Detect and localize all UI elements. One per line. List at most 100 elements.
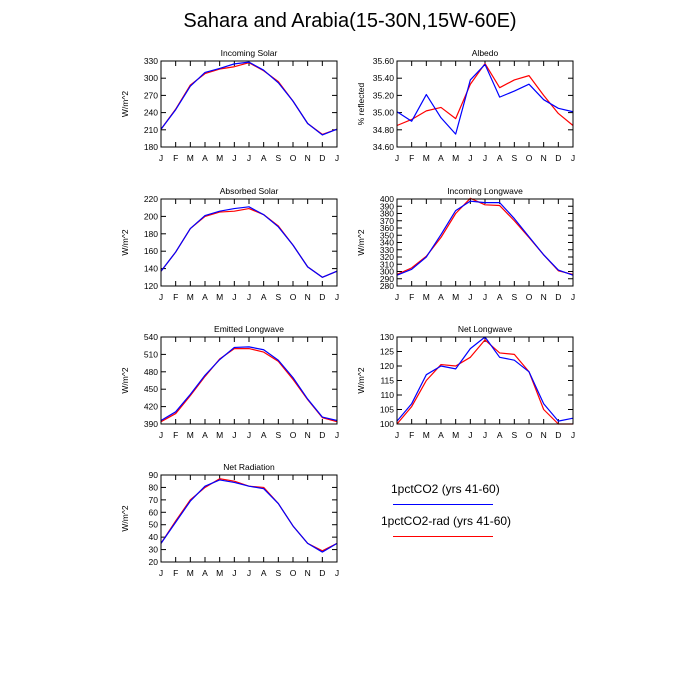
ytick-label: 480 [144,367,158,377]
xtick-label: N [305,568,311,578]
xtick-label: A [202,292,208,302]
xtick-label: A [202,568,208,578]
xtick-label: O [526,430,533,440]
xtick-label: O [290,153,297,163]
series-line-1pctco2-rad-yrs-41-60 [396,62,574,127]
xtick-label: S [511,292,517,302]
xtick-label: J [468,153,472,163]
ytick-label: 300 [380,267,394,277]
ytick-label: 130 [380,332,394,342]
legend-line-1pctco2-rad [393,536,493,537]
xtick-label: D [555,430,561,440]
series-line-1pctco2-rad-yrs-41-60 [160,348,338,423]
ytick-label: 310 [380,259,394,269]
series-line-1pctco2-rad-yrs-41-60 [160,478,338,552]
ytick-label: 330 [380,245,394,255]
series-line-1pctco2-yrs-41-60 [396,63,574,135]
xtick-label: O [526,153,533,163]
ytick-label: 370 [380,216,394,226]
xtick-label: S [275,153,281,163]
xtick-label: J [159,568,163,578]
ytick-label: 160 [144,246,158,256]
ytick-label: 20 [149,557,159,567]
ytick-label: 60 [149,507,159,517]
ytick-label: 30 [149,545,159,555]
xtick-label: A [261,153,267,163]
ytick-label: 300 [144,73,158,83]
panel-title: Emitted Longwave [214,324,284,334]
ytick-label: 380 [380,209,394,219]
ytick-label: 360 [380,223,394,233]
xtick-label: M [216,292,223,302]
ytick-label: 120 [380,361,394,371]
legend-label-1pctco2-rad: 1pctCO2-rad (yrs 41-60) [381,514,512,528]
xtick-label: J [247,292,251,302]
xtick-label: A [261,568,267,578]
xtick-label: O [526,292,533,302]
legend-label-1pctco2: 1pctCO2 (yrs 41-60) [391,482,500,496]
legend-line-1pctco2 [393,504,493,505]
xtick-label: J [159,292,163,302]
series-line-1pctco2-rad-yrs-41-60 [396,197,574,275]
xtick-label: J [247,153,251,163]
figure-title: Sahara and Arabia(15-30N,15W-60E) [183,10,517,32]
series-line-1pctco2-rad-yrs-41-60 [160,207,338,278]
ytick-label: 40 [149,532,159,542]
xtick-label: M [187,568,194,578]
xtick-label: M [216,430,223,440]
ytick-label: 450 [144,384,158,394]
ytick-label: 200 [144,211,158,221]
ytick-label: 110 [380,390,394,400]
y-axis-label: W/m^2 [120,505,130,531]
xtick-label: F [409,153,414,163]
xtick-label: J [232,292,236,302]
xtick-label: J [395,430,399,440]
xtick-label: A [438,430,444,440]
xtick-label: A [202,430,208,440]
xtick-label: M [216,153,223,163]
xtick-label: S [511,153,517,163]
ytick-label: 400 [380,194,394,204]
xtick-label: N [305,153,311,163]
xtick-label: F [173,153,178,163]
xtick-label: J [335,430,339,440]
ytick-label: 100 [380,419,394,429]
xtick-label: N [305,430,311,440]
plot-frame [396,336,574,425]
ytick-label: 270 [144,90,158,100]
xtick-label: J [468,430,472,440]
ytick-label: 125 [380,347,394,357]
ytick-label: 540 [144,332,158,342]
xtick-label: M [452,292,459,302]
ytick-label: 90 [149,470,159,480]
xtick-label: A [438,153,444,163]
series-line-1pctco2-rad-yrs-41-60 [160,62,338,135]
ytick-label: 35.20 [373,90,395,100]
xtick-label: J [159,430,163,440]
xtick-label: J [571,292,575,302]
xtick-label: J [335,292,339,302]
xtick-label: J [247,430,251,440]
ytick-label: 34.80 [373,125,395,135]
series-line-1pctco2-yrs-41-60 [160,206,338,278]
xtick-label: A [202,153,208,163]
ytick-label: 35.00 [373,108,395,118]
xtick-label: O [290,568,297,578]
plot-frame [160,336,338,425]
xtick-label: J [483,153,487,163]
y-axis-label: W/m^2 [120,367,130,393]
ytick-label: 120 [144,281,158,291]
ytick-label: 280 [380,281,394,291]
ytick-label: 390 [380,201,394,211]
xtick-label: J [232,568,236,578]
series-line-1pctco2-yrs-41-60 [160,61,338,136]
xtick-label: J [468,292,472,302]
ytick-label: 240 [144,108,158,118]
xtick-label: M [452,430,459,440]
series-line-1pctco2-yrs-41-60 [160,346,338,422]
ytick-label: 210 [144,125,158,135]
xtick-label: A [438,292,444,302]
